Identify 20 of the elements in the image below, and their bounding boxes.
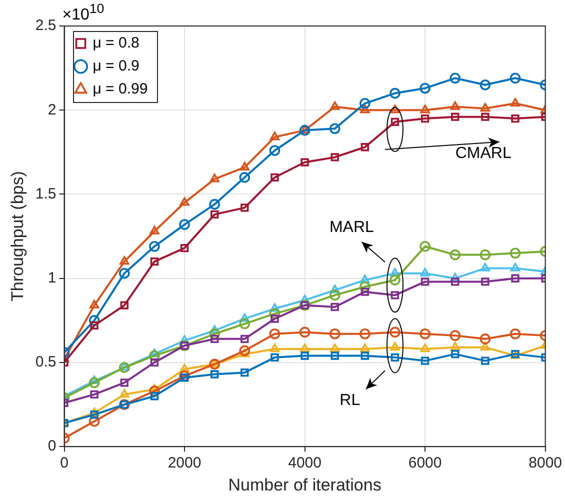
x-tick-label: 8000 bbox=[528, 454, 562, 472]
x-tick-label: 2000 bbox=[168, 454, 202, 472]
x-tick-label: 0 bbox=[60, 454, 68, 472]
annotation: MARL bbox=[329, 218, 374, 237]
y-tick-label: 2.5 bbox=[35, 17, 56, 34]
y-tick-label: 2 bbox=[48, 101, 56, 118]
text: ×10$^{10}$ bbox=[62, 1, 104, 24]
x-tick-label: 6000 bbox=[408, 454, 442, 472]
legend-label: μ = 0.99 bbox=[92, 80, 148, 98]
y-tick-label: 1 bbox=[48, 270, 56, 286]
y-tick-label: 1.5 bbox=[35, 185, 56, 202]
y-tick-label: 0.5 bbox=[35, 354, 56, 371]
y-axis-title: Throughput (bps) bbox=[8, 171, 27, 302]
annotation: CMARL bbox=[455, 144, 512, 163]
x-tick-label: 4000 bbox=[288, 454, 322, 472]
legend-label: μ = 0.8 bbox=[92, 34, 140, 52]
annotation: RL bbox=[340, 392, 360, 410]
y-tick-label: 0 bbox=[48, 438, 56, 455]
x-axis-title: Number of iterations bbox=[228, 475, 382, 494]
legend-label: μ = 0.9 bbox=[92, 58, 140, 75]
